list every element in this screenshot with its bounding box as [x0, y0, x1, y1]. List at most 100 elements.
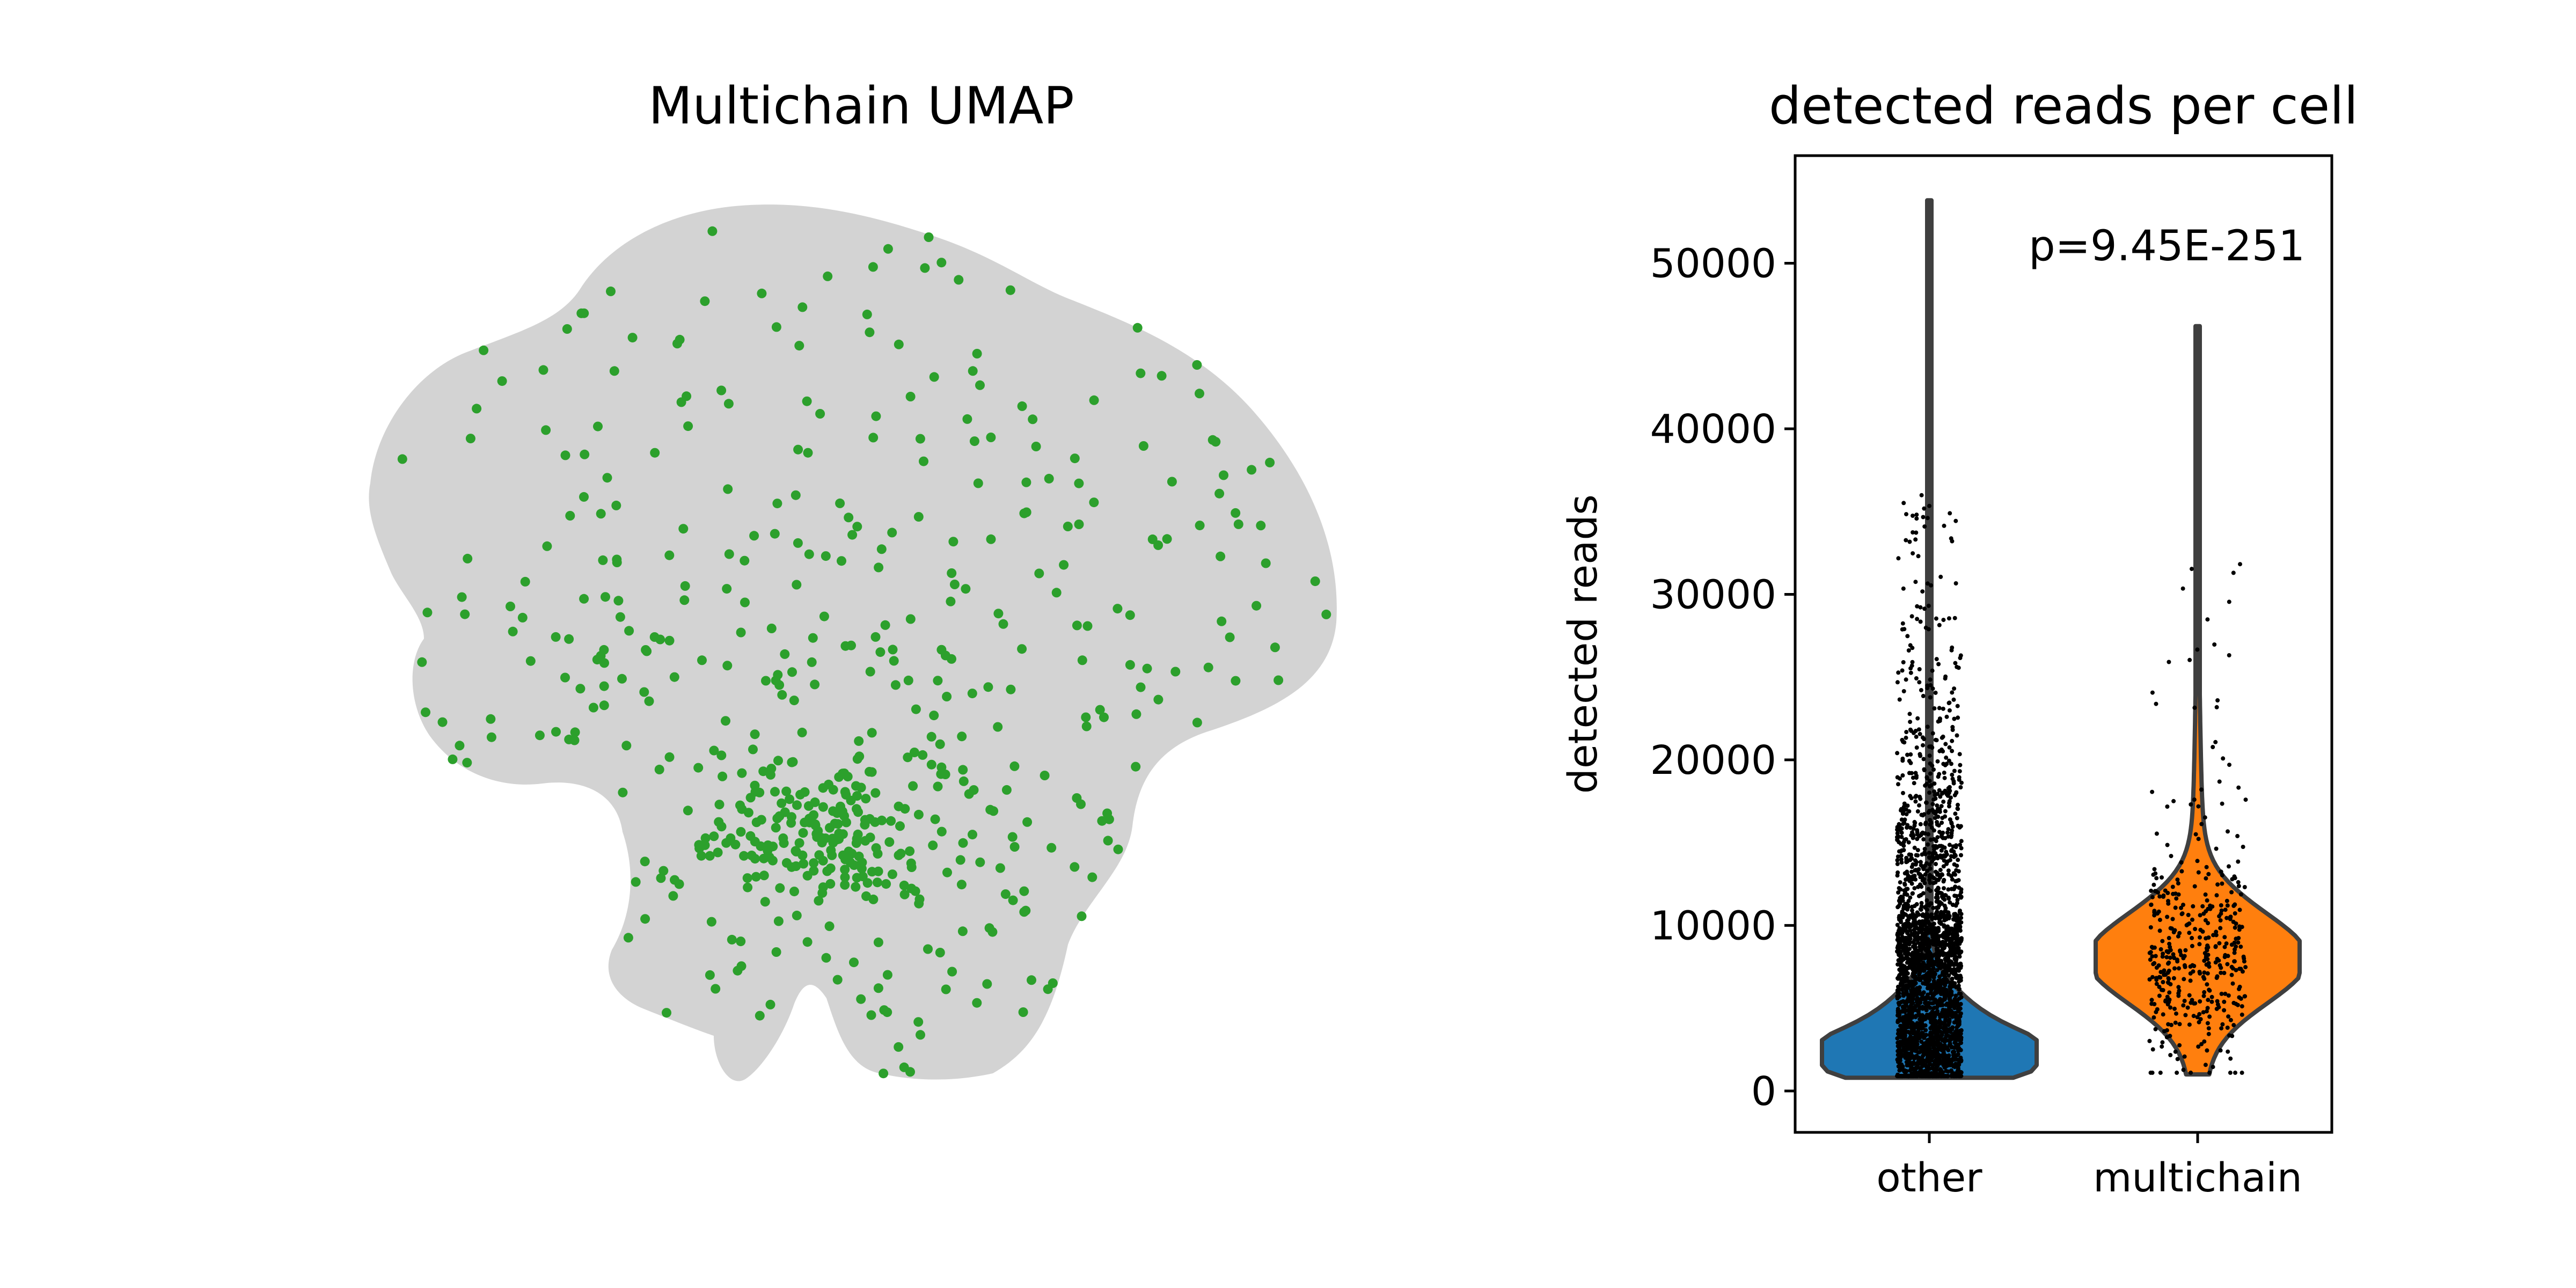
- strip-point: [1912, 934, 1917, 939]
- strip-point: [2222, 971, 2227, 975]
- strip-point: [1948, 1041, 1952, 1046]
- umap-point: [560, 450, 570, 460]
- strip-point: [1912, 1045, 1916, 1050]
- umap-point: [1310, 576, 1320, 587]
- strip-point: [1925, 724, 1930, 729]
- strip-point: [1905, 978, 1910, 983]
- strip-point: [1940, 1021, 1945, 1026]
- strip-point: [1946, 896, 1951, 901]
- umap-point: [721, 716, 730, 726]
- umap-point: [463, 553, 473, 564]
- strip-point: [1929, 1020, 1934, 1025]
- umap-point: [810, 679, 820, 690]
- strip-point: [2226, 993, 2231, 998]
- strip-point: [1946, 1056, 1951, 1061]
- strip-point: [1920, 589, 1925, 594]
- strip-point: [1904, 983, 1909, 988]
- x-axis-ticks: other multichain: [1876, 1132, 2302, 1201]
- strip-point: [1905, 960, 1909, 965]
- umap-point: [756, 841, 766, 851]
- strip-point: [2149, 888, 2154, 893]
- strip-point: [1929, 1058, 1934, 1063]
- strip-point: [2165, 804, 2170, 809]
- umap-point: [986, 534, 996, 544]
- umap-point: [397, 454, 407, 464]
- strip-point: [2233, 925, 2237, 930]
- umap-point: [972, 998, 982, 1008]
- strip-point: [1908, 727, 1913, 732]
- strip-point: [2165, 970, 2170, 975]
- strip-point: [2240, 1004, 2244, 1009]
- strip-point: [1918, 860, 1923, 865]
- strip-point: [1914, 516, 1919, 521]
- strip-point: [1899, 927, 1904, 932]
- strip-point: [2158, 947, 2163, 952]
- strip-point: [1916, 884, 1921, 889]
- strip-point: [2227, 653, 2231, 657]
- strip-point: [1940, 1014, 1944, 1019]
- umap-point: [1214, 488, 1225, 499]
- umap-point: [1136, 682, 1146, 692]
- strip-point: [1902, 951, 1907, 956]
- strip-point: [1912, 781, 1916, 786]
- umap-point: [1167, 477, 1177, 487]
- strip-point: [1902, 888, 1907, 893]
- strip-point: [1918, 822, 1923, 826]
- umap-point: [486, 714, 496, 724]
- strip-point: [1919, 688, 1923, 692]
- strip-point: [2158, 1070, 2163, 1075]
- strip-point: [1915, 604, 1920, 609]
- umap-point: [575, 684, 586, 694]
- strip-point: [1909, 614, 1914, 619]
- umap-point: [807, 657, 817, 667]
- strip-point: [1899, 830, 1904, 835]
- strip-point: [1912, 886, 1917, 891]
- strip-point: [1903, 1074, 1908, 1079]
- strip-point: [1898, 880, 1902, 885]
- strip-point: [1956, 802, 1960, 807]
- strip-point: [1901, 1045, 1906, 1050]
- strip-point: [1909, 1020, 1914, 1025]
- umap-point: [678, 524, 689, 534]
- strip-point: [1947, 804, 1951, 809]
- strip-point: [1959, 1035, 1964, 1040]
- strip-point: [2151, 882, 2156, 887]
- strip-point: [2164, 1035, 2169, 1040]
- strip-point: [2220, 1022, 2225, 1027]
- strip-point: [1916, 727, 1921, 732]
- strip-point: [1909, 1013, 1914, 1018]
- umap-point: [958, 838, 968, 848]
- strip-point: [1959, 938, 1964, 942]
- strip-point: [2168, 1005, 2173, 1010]
- strip-point: [1924, 947, 1929, 952]
- umap-point: [962, 414, 972, 424]
- strip-point: [2232, 959, 2237, 964]
- strip-point: [1931, 983, 1936, 987]
- umap-point: [1051, 588, 1062, 598]
- umap-point: [1195, 389, 1204, 399]
- strip-point: [1948, 817, 1952, 822]
- strip-point: [2199, 822, 2204, 826]
- strip-point: [1933, 869, 1938, 874]
- umap-point: [874, 562, 884, 573]
- umap-point: [479, 345, 489, 355]
- strip-point: [1896, 670, 1901, 675]
- strip-point: [1946, 973, 1951, 978]
- umap-point: [598, 555, 608, 565]
- strip-point: [2237, 995, 2242, 1000]
- strip-point: [1947, 700, 1952, 705]
- umap-point: [1131, 709, 1141, 719]
- strip-point: [1921, 515, 1926, 519]
- umap-point: [623, 933, 633, 943]
- strip-point: [1953, 518, 1958, 523]
- strip-point: [2204, 1009, 2209, 1014]
- strip-point: [1927, 753, 1932, 758]
- strip-point: [1914, 530, 1919, 535]
- strip-point: [1896, 933, 1900, 938]
- strip-point: [1946, 834, 1951, 839]
- strip-point: [1952, 1020, 1957, 1025]
- strip-point: [1918, 1069, 1923, 1073]
- strip-point: [2151, 872, 2156, 877]
- umap-point: [506, 602, 515, 611]
